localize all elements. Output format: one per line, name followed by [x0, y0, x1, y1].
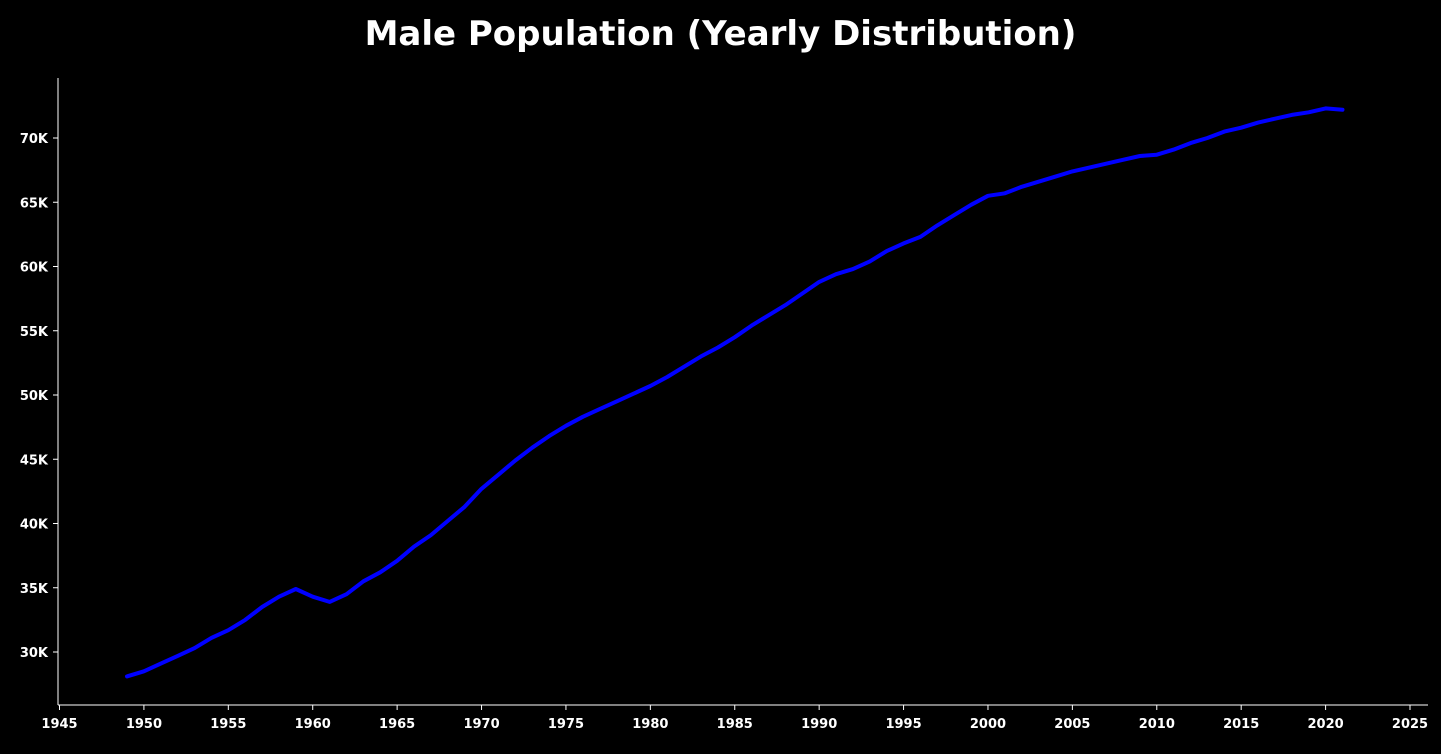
- y-tick-label: 65K: [20, 196, 49, 211]
- x-tick-label: 1975: [548, 717, 584, 732]
- x-tick-label: 2015: [1223, 717, 1259, 732]
- y-tick-label: 50K: [20, 389, 49, 404]
- series-line: [125, 106, 1345, 679]
- x-tick-label: 1990: [801, 717, 837, 732]
- x-axis-ticks: 1945 1950 1955 1960 1965 1970 1975 1980 1985 1990…: [41, 705, 1428, 732]
- series-group: [125, 106, 1345, 679]
- y-tick-label: 70K: [20, 132, 49, 147]
- x-tick-label: 1955: [210, 717, 246, 732]
- y-tick-label: 35K: [20, 582, 49, 597]
- y-tick-label: 55K: [20, 325, 49, 340]
- y-tick-label: 40K: [20, 518, 49, 533]
- x-tick-label: 2020: [1308, 717, 1344, 732]
- x-tick-label: 1950: [126, 717, 162, 732]
- x-tick-label: 1965: [379, 717, 415, 732]
- y-tick-label: 45K: [20, 453, 49, 468]
- y-tick-label: 60K: [20, 261, 49, 276]
- x-tick-label: 1960: [295, 717, 331, 732]
- y-tick-label: 30K: [20, 646, 49, 661]
- x-tick-label: 1985: [717, 717, 753, 732]
- y-axis-ticks: 30K 35K 40K 45K 50K 55K 60K 65K 70K: [20, 132, 58, 661]
- x-tick-label: 1970: [463, 717, 499, 732]
- chart-title: Male Population (Yearly Distribution): [364, 14, 1077, 54]
- x-tick-label: 2010: [1139, 717, 1175, 732]
- x-tick-label: 1980: [632, 717, 668, 732]
- x-tick-label: 1995: [885, 717, 921, 732]
- x-tick-label: 2025: [1392, 717, 1428, 732]
- x-tick-label: 2000: [970, 717, 1006, 732]
- axes: [57, 78, 1428, 706]
- x-tick-label: 1945: [41, 717, 77, 732]
- x-tick-label: 2005: [1054, 717, 1090, 732]
